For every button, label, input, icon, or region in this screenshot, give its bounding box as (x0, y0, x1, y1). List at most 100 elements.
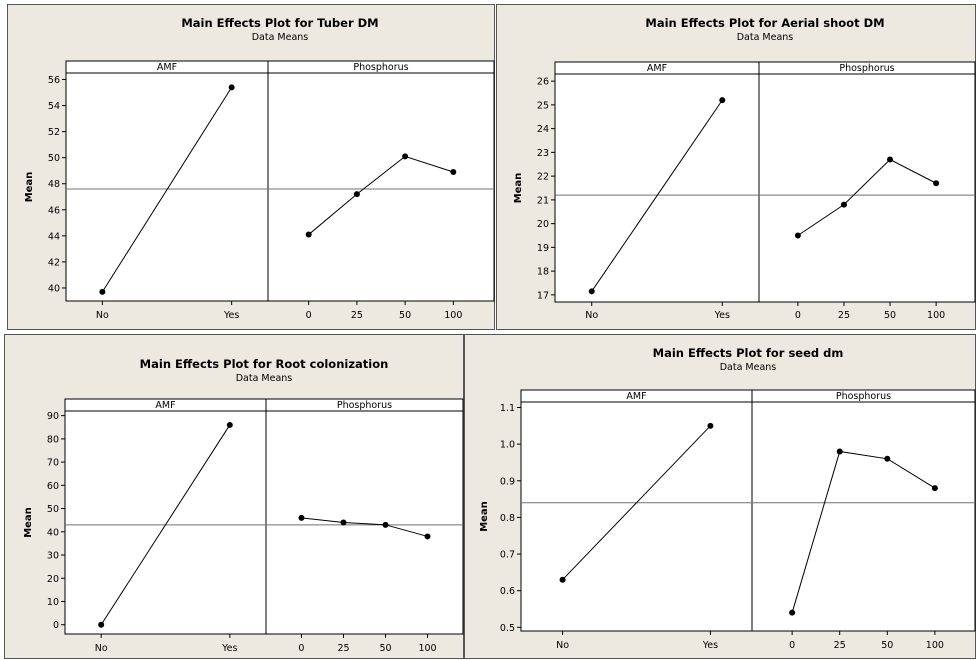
y-tick-label: 80 (47, 434, 59, 445)
chart-title: Main Effects Plot for Tuber DM (181, 16, 378, 30)
data-point (424, 533, 431, 540)
y-tick-label: 52 (48, 127, 60, 138)
y-tick-label: 0 (53, 620, 59, 631)
x-tick-label: 0 (298, 643, 304, 654)
x-tick-label: Yes (702, 640, 718, 651)
y-tick-label: 0.7 (500, 550, 515, 561)
x-tick-label: 25 (838, 310, 850, 321)
y-tick-label: 0.9 (500, 476, 515, 487)
x-tick-label: 50 (379, 643, 391, 654)
data-point (588, 288, 595, 295)
x-tick-label: 0 (789, 640, 795, 651)
data-point (228, 84, 235, 91)
y-tick-label: 26 (537, 77, 549, 88)
x-tick-label: 100 (926, 640, 944, 651)
data-point (559, 576, 566, 583)
data-point (353, 191, 360, 198)
data-point (226, 421, 233, 428)
plot-area (520, 389, 976, 632)
y-tick-label: 70 (47, 458, 59, 469)
y-axis-label: Mean (24, 172, 35, 203)
y-tick-label: 50 (47, 504, 59, 515)
x-tick-label: 25 (337, 643, 349, 654)
chart-panel-root-colonization: Main Effects Plot for Root colonization D… (4, 334, 464, 659)
data-point (884, 455, 891, 462)
y-tick-label: 44 (48, 231, 60, 242)
data-point (836, 448, 843, 455)
y-axis-label: Mean (23, 507, 34, 538)
chart-panel-seed-dm: Main Effects Plot for seed dm Data Means 0… (464, 334, 976, 659)
series-line (791, 450, 936, 613)
plot-area (64, 398, 464, 635)
y-tick-label: 24 (537, 124, 549, 135)
data-point (382, 521, 389, 528)
data-point (98, 621, 105, 628)
facet-label: Phosphorus (353, 62, 408, 73)
data-point (840, 201, 847, 208)
x-tick-label: No (96, 310, 109, 321)
chart-title: Main Effects Plot for Aerial shoot DM (645, 16, 884, 30)
chart-svg: Main Effects Plot for Tuber DM Data Means… (24, 16, 495, 321)
data-point (887, 156, 894, 163)
y-tick-label: 46 (48, 205, 60, 216)
x-tick-label: 50 (881, 640, 893, 651)
x-tick-label: No (585, 310, 598, 321)
x-tick-label: Yes (223, 310, 239, 321)
y-axis-label: Mean (479, 501, 490, 532)
chart-title: Main Effects Plot for Root colonization (140, 357, 389, 371)
x-tick-label: 100 (444, 310, 462, 321)
data-point (931, 485, 938, 492)
chart-panel-tuber-dm: Main Effects Plot for Tuber DM Data Means… (7, 4, 495, 330)
x-tick-label: Yes (714, 310, 730, 321)
data-point (933, 180, 940, 187)
y-tick-label: 20 (47, 574, 59, 585)
data-point (99, 288, 106, 295)
y-tick-label: 18 (537, 267, 549, 278)
chart-subtitle: Data Means (252, 32, 309, 43)
y-tick-label: 23 (537, 148, 549, 159)
y-tick-label: 90 (47, 411, 59, 422)
series-line (797, 158, 937, 236)
y-tick-label: 1.0 (500, 440, 515, 451)
y-tick-label: 48 (48, 179, 60, 190)
y-tick-label: 19 (537, 243, 549, 254)
data-point (719, 97, 726, 104)
x-tick-label: 50 (399, 310, 411, 321)
y-tick-label: 21 (537, 195, 549, 206)
y-tick-label: 56 (48, 75, 60, 86)
plot-area (65, 60, 495, 302)
y-tick-label: 40 (48, 283, 60, 294)
y-tick-label: 60 (47, 481, 59, 492)
x-tick-label: 0 (795, 310, 801, 321)
y-tick-label: 0.8 (500, 513, 515, 524)
series-line (562, 425, 711, 581)
y-tick-label: 50 (48, 153, 60, 164)
data-point (298, 514, 305, 521)
plot-area (554, 61, 976, 303)
data-point (707, 422, 714, 429)
y-tick-label: 0.6 (500, 586, 515, 597)
x-tick-label: No (95, 643, 108, 654)
data-point (340, 519, 347, 526)
facet-label: AMF (647, 63, 667, 74)
chart-title: Main Effects Plot for seed dm (653, 346, 844, 360)
data-point (794, 232, 801, 239)
facet-label: AMF (155, 400, 175, 411)
data-point (402, 153, 409, 160)
x-tick-label: Yes (221, 643, 237, 654)
y-tick-label: 0.5 (500, 623, 515, 634)
chart-subtitle: Data Means (236, 373, 293, 384)
x-tick-label: 100 (927, 310, 945, 321)
y-tick-label: 17 (537, 290, 549, 301)
series-line (100, 424, 231, 625)
facet-label: Phosphorus (836, 391, 891, 402)
chart-subtitle: Data Means (720, 362, 777, 373)
y-tick-label: 42 (48, 257, 60, 268)
x-tick-label: 0 (306, 310, 312, 321)
chart-svg: Main Effects Plot for Aerial shoot DM Dat… (513, 16, 976, 321)
chart-svg: Main Effects Plot for Root colonization D… (23, 357, 464, 654)
facet-label: AMF (626, 391, 646, 402)
x-tick-label: 100 (418, 643, 436, 654)
chart-panel-aerial-shoot-dm: Main Effects Plot for Aerial shoot DM Dat… (496, 4, 976, 330)
y-tick-label: 30 (47, 551, 59, 562)
